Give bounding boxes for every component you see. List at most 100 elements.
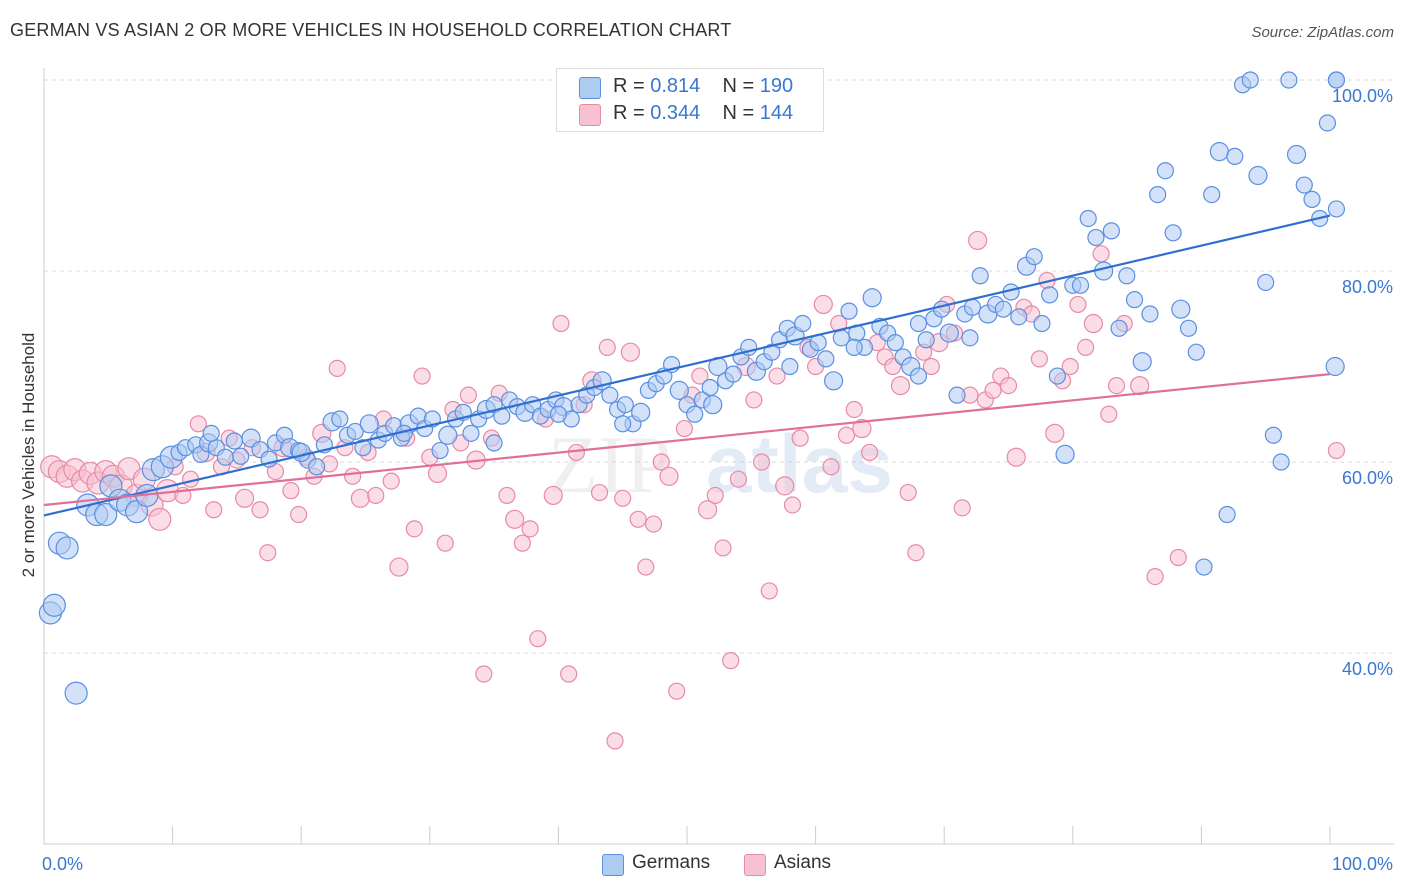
germans-point — [961, 329, 979, 347]
germans-point — [616, 396, 634, 414]
asians-point — [475, 665, 493, 683]
y-tick-label: 60.0% — [1342, 468, 1393, 488]
asians-point — [1077, 338, 1095, 356]
asians-point — [837, 426, 856, 444]
germans-point — [886, 334, 904, 352]
asians-point — [768, 367, 786, 385]
germans-point — [939, 323, 959, 343]
legend-n-label: N = — [722, 102, 755, 124]
asians-point — [899, 483, 917, 502]
germans-point — [225, 432, 243, 450]
germans-point — [763, 343, 781, 361]
germans-point — [55, 536, 79, 560]
asians-point — [614, 489, 632, 507]
germans-point — [1303, 190, 1321, 208]
germans-point — [1041, 286, 1059, 304]
germans-point — [1010, 308, 1028, 326]
asians-point — [1006, 447, 1026, 467]
watermark-zip: ZIP — [548, 419, 671, 510]
germans-point — [971, 267, 989, 285]
asians-point — [1169, 548, 1187, 567]
asians-point — [189, 415, 207, 433]
asians-point — [1045, 423, 1065, 443]
germans-point — [845, 338, 863, 356]
germans-point — [781, 357, 799, 376]
germans-point — [308, 458, 326, 476]
germans-point — [1102, 222, 1120, 240]
germans-point — [614, 415, 632, 433]
asians-point — [890, 376, 911, 396]
asians-point — [1061, 357, 1079, 376]
germans-swatch — [579, 77, 601, 99]
asians-point — [745, 391, 763, 409]
asians-point — [722, 652, 740, 670]
germans-point — [1241, 71, 1259, 89]
germans-label: Germans — [632, 852, 711, 873]
germans-point — [1286, 144, 1307, 165]
germans-point — [1327, 71, 1346, 89]
asians-point — [729, 470, 748, 488]
germans-point — [933, 300, 951, 318]
germans-point — [1094, 261, 1114, 281]
germans-point — [862, 288, 882, 308]
legend-r-value: 0.344 — [650, 102, 701, 124]
germans-point — [909, 367, 928, 385]
asians-point — [389, 557, 409, 577]
asians-point — [783, 496, 802, 514]
germans-point — [1156, 162, 1174, 180]
germans-point — [1125, 291, 1144, 309]
asians-point — [1327, 441, 1346, 460]
germans-point — [1048, 367, 1066, 385]
germans-point — [291, 442, 311, 463]
asians-point — [251, 501, 269, 519]
asians-point — [259, 544, 277, 562]
germans-point — [1226, 147, 1244, 165]
germans-point — [1295, 176, 1313, 194]
asians-point — [984, 381, 1002, 399]
asians-point — [290, 505, 308, 524]
germans-point — [94, 502, 118, 527]
asians-point — [529, 630, 547, 648]
asians-point — [675, 419, 694, 438]
asians-point — [590, 483, 609, 502]
asians-point — [552, 314, 570, 333]
germans-point — [1171, 299, 1191, 319]
germans-point — [601, 386, 619, 404]
germans-point — [462, 424, 480, 442]
germans-point — [840, 302, 858, 320]
asians-point — [1107, 377, 1126, 395]
germans-point — [703, 395, 723, 415]
asians-trend-line — [43, 373, 1331, 507]
germans-point — [549, 405, 568, 423]
axes — [43, 68, 1394, 845]
germans-point — [1079, 209, 1097, 228]
asians-point — [999, 377, 1018, 395]
germans-point — [1164, 224, 1182, 242]
asians-point — [282, 482, 300, 500]
germans-point — [1110, 319, 1128, 337]
germans-point — [994, 300, 1012, 318]
chart-title: GERMAN VS ASIAN 2 OR MORE VEHICLES IN HO… — [10, 20, 732, 40]
asians-point — [760, 582, 778, 600]
germans-point — [824, 371, 844, 391]
asians-point — [382, 472, 400, 490]
germans-point — [1248, 165, 1268, 186]
asians-point — [861, 443, 879, 462]
asians-point — [1092, 245, 1110, 263]
asians-point — [791, 429, 809, 447]
asians-point — [637, 558, 655, 576]
germans-point — [794, 314, 812, 333]
asians-point — [845, 400, 863, 419]
asians-point — [691, 367, 709, 385]
germans-point — [1325, 356, 1345, 377]
legend-n-value: 144 — [759, 102, 794, 124]
y-tick-label: 40.0% — [1342, 659, 1393, 679]
asians-point — [629, 510, 647, 528]
germans-point — [1025, 248, 1043, 266]
asians-point — [521, 520, 539, 538]
germans-point — [1318, 114, 1337, 132]
germans-point — [1272, 453, 1290, 471]
tick-labels: 40.0% 60.0% 80.0% 100.0% 0.0% 100.0% — [42, 86, 1393, 874]
asians-point — [498, 486, 516, 505]
